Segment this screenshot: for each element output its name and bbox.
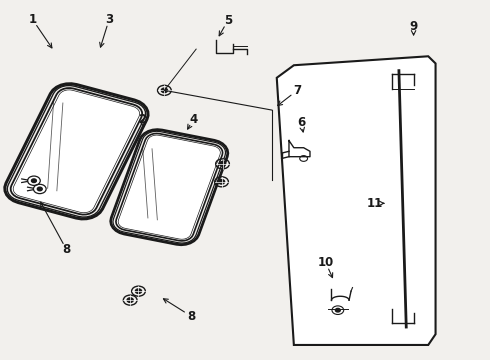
Polygon shape (111, 130, 228, 245)
Text: 9: 9 (410, 20, 417, 33)
Polygon shape (13, 90, 140, 213)
Text: 6: 6 (297, 116, 305, 129)
Circle shape (219, 180, 224, 184)
Circle shape (335, 309, 340, 312)
Circle shape (37, 187, 42, 191)
Polygon shape (113, 131, 225, 243)
Circle shape (220, 162, 225, 166)
Circle shape (135, 289, 142, 293)
Circle shape (31, 179, 36, 183)
Text: 4: 4 (190, 113, 198, 126)
Circle shape (161, 88, 168, 93)
Text: 2: 2 (138, 113, 147, 126)
Polygon shape (7, 86, 146, 217)
Polygon shape (116, 134, 222, 241)
Text: 8: 8 (63, 243, 71, 256)
Text: 5: 5 (224, 14, 232, 27)
Text: 8: 8 (187, 310, 196, 323)
Polygon shape (11, 88, 142, 215)
Text: 1: 1 (28, 13, 37, 26)
Circle shape (127, 298, 133, 302)
Text: 11: 11 (367, 197, 383, 210)
Text: 10: 10 (318, 256, 334, 269)
Polygon shape (5, 84, 148, 219)
Text: 7: 7 (293, 84, 301, 97)
Polygon shape (277, 56, 436, 345)
Polygon shape (118, 135, 220, 239)
Text: 3: 3 (105, 13, 113, 26)
